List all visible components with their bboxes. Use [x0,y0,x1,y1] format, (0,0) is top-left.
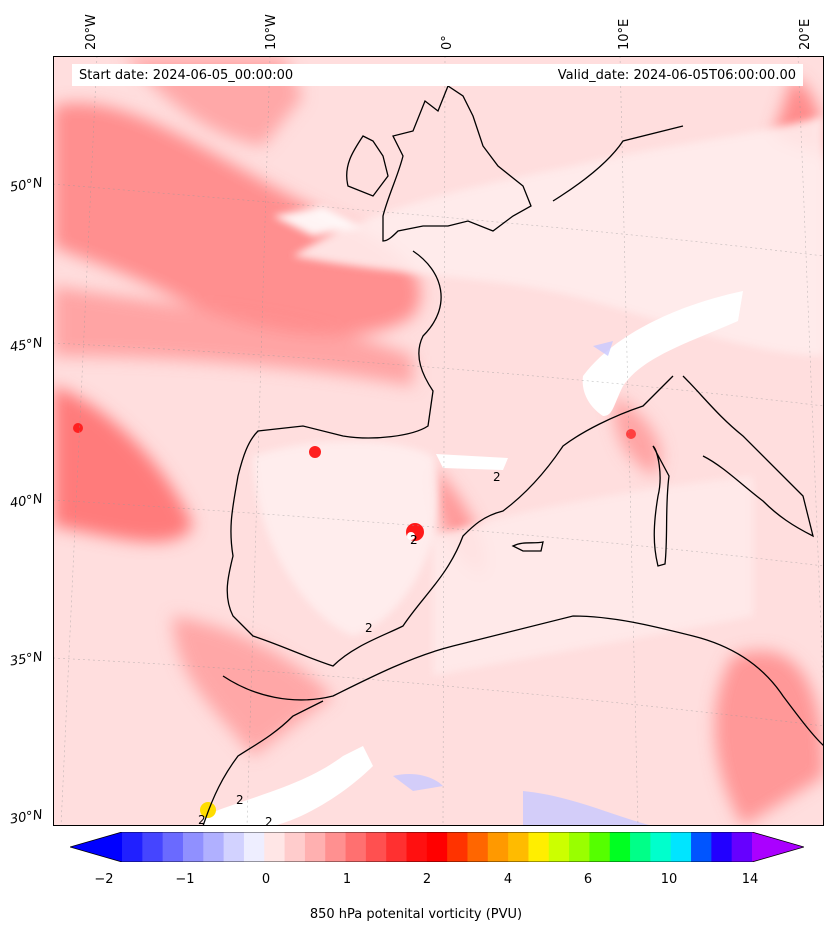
colorbar-cell [670,832,692,862]
colorbar-cell [630,832,651,862]
lon-label-0: 0° [440,35,455,50]
colorbar-cell [589,832,611,862]
colorbar-cell [731,832,753,862]
colorbar-cell [711,832,733,862]
lat-label-35n: 35°N [9,649,44,670]
valid-date-text: Valid_date: 2024-06-05T06:00:00.00 [557,67,796,83]
contour-label: 2 [236,793,244,807]
lat-label-30n: 30°N [9,807,44,828]
contour-label: 2 [493,470,501,484]
colorbar-cell [487,832,509,862]
colorbar-tick: 0 [261,872,271,887]
contour-label: 2 [365,621,373,635]
contour-labels: 2 2 2 2 2 2 [198,470,501,826]
colorbar-cell [162,832,184,862]
pv-hotspots [73,423,636,818]
colorbar-tick: 6 [583,872,593,887]
colorbar-cell [650,832,672,862]
pv-light-areas [253,116,824,676]
pv-map: 2 2 2 2 2 2 [53,56,824,826]
colorbar-cell [243,832,265,862]
colorbar-cell [609,832,631,862]
lat-label-50n: 50°N [9,175,44,196]
colorbar-cell [447,832,468,862]
lat-label-45n: 45°N [9,335,44,356]
colorbar-cell [508,832,529,862]
colorbar-tick: 2 [422,872,432,887]
lon-label-20e: 20°E [798,18,813,50]
colorbar-cell [264,832,286,862]
colorbar-cell [467,832,489,862]
lon-label-20w: 20°W [84,14,99,50]
graticule [53,56,824,826]
colorbar-cell [691,832,712,862]
pv-field-shading [53,56,824,826]
colorbar-cell [325,832,347,862]
colorbar [70,832,804,862]
lon-label-10e: 10°E [617,18,632,50]
colorbar-cell [386,832,408,862]
colorbar-cell [569,832,590,862]
start-date-text: Start date: 2024-06-05_00:00:00 [79,67,294,83]
colorbar-tick: 14 [741,872,759,887]
colorbar-cell [182,832,204,862]
colorbar-cell [304,832,326,862]
colorbar-tick: 4 [503,872,513,887]
coastlines [202,85,824,826]
terrain-mask [203,291,743,826]
date-header: Start date: 2024-06-05_00:00:00 Valid_da… [72,64,803,86]
lon-label-10w: 10°W [264,14,279,50]
colorbar-cell [406,832,428,862]
contour-label: 2 [198,813,206,826]
colorbar-cell [223,832,245,862]
contour-label: 2 [410,533,418,547]
colorbar-cell [122,832,143,862]
colorbar-cell [548,832,570,862]
colorbar-cell [528,832,550,862]
colorbar-extend-max [752,832,804,862]
colorbar-tick: −1 [175,872,195,887]
colorbar-cell [203,832,225,862]
map-border [53,56,824,826]
contour-label: 2 [265,815,273,826]
colorbar-cell [284,832,306,862]
colorbar-cell [345,832,367,862]
colorbar-title: 850 hPa potenital vorticity (PVU) [309,907,523,922]
colorbar-extend-min [70,832,122,862]
colorbar-cell [426,832,448,862]
negative-pv-patches [393,341,653,826]
colorbar-tick: 1 [342,872,352,887]
colorbar-cell [142,832,164,862]
colorbar-tick: −2 [94,872,114,887]
colorbar-cell [365,832,387,862]
colorbar-tick: 10 [660,872,678,887]
lat-label-40n: 40°N [9,491,44,512]
